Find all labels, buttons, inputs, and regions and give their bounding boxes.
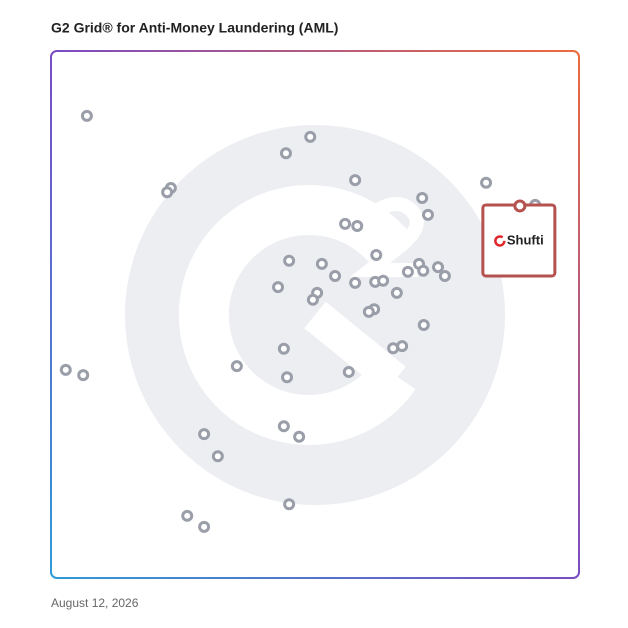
product-point bbox=[339, 217, 352, 230]
product-point bbox=[198, 520, 211, 533]
product-point bbox=[396, 340, 409, 353]
product-point bbox=[77, 369, 90, 382]
product-point bbox=[329, 270, 342, 283]
product-point bbox=[281, 371, 294, 384]
product-point bbox=[59, 363, 72, 376]
product-point bbox=[80, 109, 93, 122]
product-point bbox=[416, 192, 429, 205]
product-point bbox=[432, 261, 445, 274]
product-point bbox=[438, 270, 451, 283]
vendor-name: Shufti bbox=[507, 232, 544, 247]
product-point bbox=[401, 265, 414, 278]
product-point bbox=[480, 176, 493, 189]
product-point bbox=[283, 498, 296, 511]
product-point bbox=[230, 360, 243, 373]
product-point bbox=[277, 342, 290, 355]
product-point bbox=[362, 305, 375, 318]
product-point bbox=[351, 219, 364, 232]
product-point bbox=[417, 264, 430, 277]
product-point bbox=[390, 286, 403, 299]
product-point bbox=[370, 248, 383, 261]
product-point bbox=[349, 276, 362, 289]
vendor-logo bbox=[494, 235, 506, 247]
product-point bbox=[306, 293, 319, 306]
grid-border bbox=[50, 50, 580, 579]
chart-title: G2 Grid® for Anti-Money Laundering (AML) bbox=[51, 20, 338, 36]
product-point bbox=[277, 420, 290, 433]
product-point bbox=[304, 130, 317, 143]
footer-date: August 12, 2026 bbox=[51, 596, 139, 610]
product-point bbox=[315, 257, 328, 270]
product-point bbox=[417, 319, 430, 332]
product-point bbox=[293, 430, 306, 443]
product-point bbox=[272, 281, 285, 294]
product-point bbox=[342, 365, 355, 378]
product-point bbox=[279, 147, 292, 160]
product-point bbox=[377, 274, 390, 287]
product-point bbox=[198, 428, 211, 441]
product-point bbox=[283, 254, 296, 267]
product-point bbox=[421, 208, 434, 221]
product-point bbox=[181, 509, 194, 522]
product-point bbox=[211, 450, 224, 463]
product-point bbox=[349, 174, 362, 187]
product-point bbox=[161, 186, 174, 199]
highlight-point bbox=[513, 199, 527, 213]
